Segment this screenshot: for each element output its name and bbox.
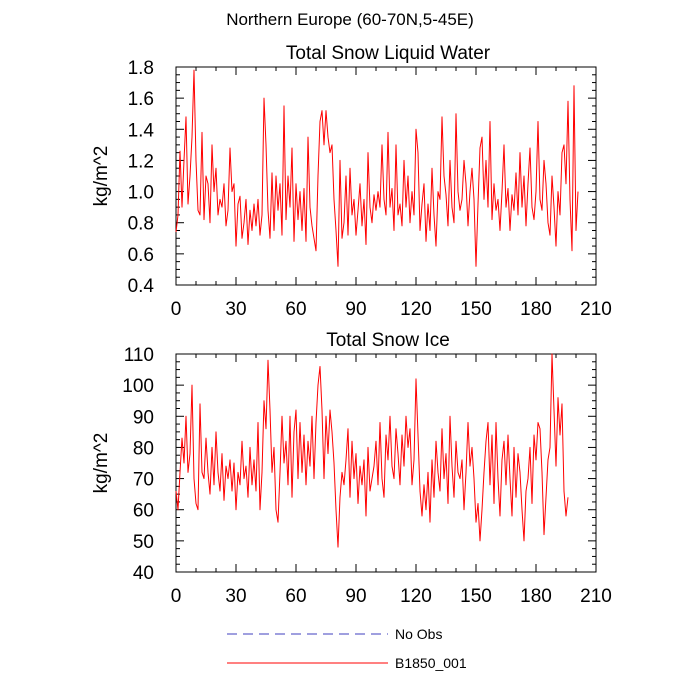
- legend: No Obs B1850_001: [227, 626, 467, 671]
- y-tick-label: 110: [124, 345, 154, 366]
- y-tick-label: 90: [133, 407, 154, 428]
- legend-label-1: No Obs: [395, 626, 442, 642]
- x-tick-label: 180: [520, 299, 552, 320]
- y-tick-label: 80: [133, 438, 154, 459]
- y-tick-label: 100: [122, 376, 154, 397]
- y-tick-label: 1.0: [128, 183, 154, 204]
- x-tick-label: 150: [460, 586, 492, 607]
- series-line: [175, 353, 569, 548]
- x-tick-label: 60: [285, 586, 306, 607]
- x-tick-label: 90: [345, 586, 366, 607]
- y-tick-label: 1.8: [128, 58, 154, 79]
- x-tick-label: 210: [580, 586, 612, 607]
- x-tick-label: 0: [171, 586, 182, 607]
- y-tick-label: 1.2: [128, 151, 154, 172]
- x-tick-label: 120: [400, 299, 432, 320]
- y-tick-label: 50: [133, 532, 154, 553]
- y-tick-label: 70: [133, 470, 154, 491]
- x-tick-label: 0: [171, 299, 182, 320]
- y-tick-label: 0.8: [128, 214, 154, 235]
- panel-title: Total Snow Ice: [326, 330, 450, 351]
- chart-panel-2: Total Snow Ice kg/m^2 0 30 60 90 120 150 180 210 4…: [91, 330, 612, 607]
- x-tick-label: 120: [400, 586, 432, 607]
- y-tick-label: 1.6: [128, 89, 154, 110]
- x-tick-label: 60: [285, 299, 306, 320]
- y-tick-label: 0.6: [128, 245, 154, 266]
- y-axis-label: kg/m^2: [91, 146, 112, 207]
- y-tick-label: 1.4: [128, 120, 155, 141]
- plot-frame: [175, 66, 597, 286]
- x-tick-label: 90: [345, 299, 366, 320]
- x-tick-label: 30: [225, 586, 246, 607]
- panel-title: Total Snow Liquid Water: [286, 43, 491, 64]
- page-title: Northern Europe (60-70N,5-45E): [226, 10, 474, 29]
- x-tick-label: 150: [460, 299, 492, 320]
- x-tick-label: 210: [580, 299, 612, 320]
- x-tick-label: 30: [225, 299, 246, 320]
- y-axis-label: kg/m^2: [91, 433, 112, 494]
- legend-label-2: B1850_001: [395, 655, 467, 671]
- chart-panel-1: Total Snow Liquid Water kg/m^2 0 30 60 90 120 1…: [91, 43, 612, 320]
- y-tick-label: 60: [133, 501, 154, 522]
- series-line: [175, 69, 579, 267]
- y-tick-label: 40: [133, 563, 154, 584]
- y-tick-label: 0.4: [128, 276, 155, 297]
- x-tick-label: 180: [520, 586, 552, 607]
